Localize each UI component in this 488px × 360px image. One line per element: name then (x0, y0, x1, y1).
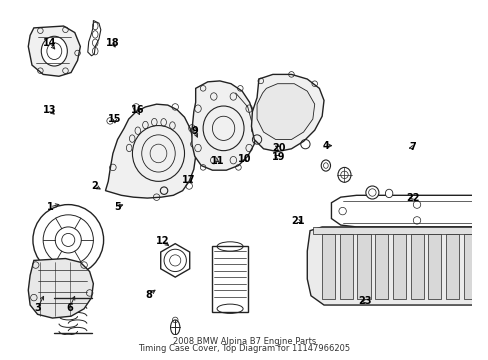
Polygon shape (161, 244, 189, 277)
Text: 20: 20 (271, 143, 285, 153)
Polygon shape (105, 104, 195, 198)
Text: 2008 BMW Alpina B7 Engine Parts: 2008 BMW Alpina B7 Engine Parts (173, 337, 315, 346)
Text: 19: 19 (271, 152, 285, 162)
Bar (212, 247, 247, 311)
Bar (339, 234, 352, 300)
Bar (322, 234, 334, 300)
Ellipse shape (385, 189, 392, 198)
Bar (357, 234, 370, 300)
Text: 23: 23 (358, 296, 371, 306)
Polygon shape (251, 75, 324, 152)
Text: 10: 10 (237, 154, 251, 164)
Bar (463, 234, 476, 300)
Polygon shape (331, 195, 488, 227)
Text: Timing Case Cover, Top Diagram for 11147966205: Timing Case Cover, Top Diagram for 11147… (138, 344, 350, 353)
Text: 14: 14 (43, 38, 57, 48)
Bar (374, 234, 387, 300)
Text: 9: 9 (191, 126, 198, 136)
Polygon shape (28, 26, 80, 76)
Ellipse shape (321, 160, 330, 171)
Text: 18: 18 (105, 38, 119, 48)
Polygon shape (306, 227, 488, 305)
Ellipse shape (41, 36, 67, 66)
Bar (409, 234, 423, 300)
Text: 22: 22 (405, 193, 419, 203)
Ellipse shape (33, 204, 103, 275)
Bar (480, 234, 488, 300)
Text: 5: 5 (114, 202, 121, 212)
Bar (445, 234, 458, 300)
Text: 16: 16 (131, 105, 144, 116)
Text: 7: 7 (408, 142, 415, 152)
Text: 12: 12 (156, 236, 169, 246)
Text: 17: 17 (182, 175, 195, 185)
Ellipse shape (365, 186, 378, 199)
Bar (392, 234, 405, 300)
Ellipse shape (170, 320, 180, 335)
Text: 8: 8 (145, 290, 152, 300)
Text: 3: 3 (34, 303, 41, 313)
Polygon shape (257, 84, 314, 139)
Polygon shape (88, 21, 101, 56)
Polygon shape (28, 258, 93, 318)
Text: 15: 15 (108, 114, 122, 124)
Text: 1: 1 (46, 202, 53, 212)
Polygon shape (192, 81, 257, 170)
Bar (312, 227, 488, 234)
Text: 21: 21 (291, 216, 305, 226)
Text: 13: 13 (43, 105, 57, 116)
Ellipse shape (337, 167, 350, 182)
Text: 2: 2 (91, 181, 98, 191)
Text: 11: 11 (210, 156, 224, 166)
Text: 6: 6 (66, 303, 73, 313)
Text: 4: 4 (322, 141, 329, 150)
Bar (427, 234, 440, 300)
